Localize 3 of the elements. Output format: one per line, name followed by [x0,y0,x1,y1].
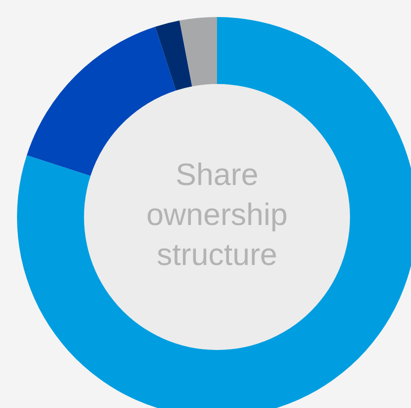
donut-slice [155,20,192,91]
donut-slice [180,17,217,86]
text: Share ownership structure [146,157,288,272]
